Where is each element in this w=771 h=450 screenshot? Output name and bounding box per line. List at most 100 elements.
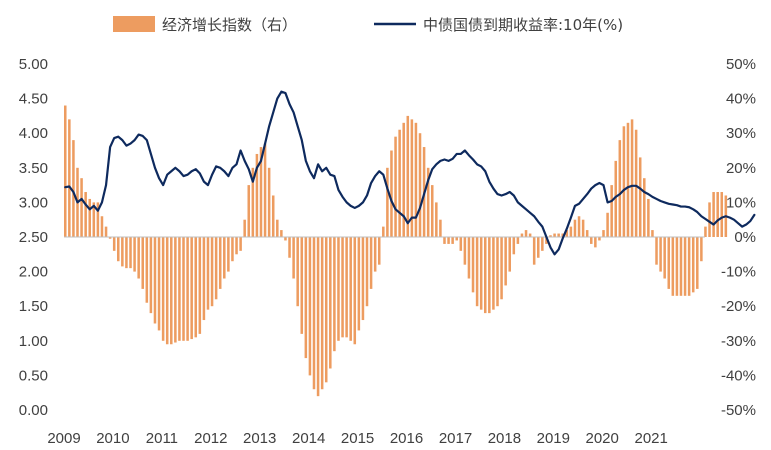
bar [667, 237, 671, 289]
bar [227, 237, 230, 272]
bar [137, 237, 140, 279]
legend-swatch-growth-index [113, 16, 155, 32]
y-axis-left: 0.00 0.50 1.00 1.50 2.00 2.50 3.00 3.50 4.00 4.50… [19, 56, 48, 419]
bar [100, 216, 104, 237]
bar [133, 237, 136, 272]
bar [435, 202, 438, 237]
bar [304, 237, 308, 359]
bar [161, 237, 165, 341]
bar [671, 237, 675, 296]
bar [190, 237, 193, 340]
bar [590, 237, 593, 244]
bar [532, 237, 536, 265]
bar [267, 167, 271, 237]
x-tick-label: 2019 [537, 430, 570, 447]
bar [500, 237, 503, 300]
y-left-tick-label: 2.50 [19, 229, 48, 246]
bar [276, 219, 279, 237]
bar [447, 237, 450, 244]
bar [581, 219, 585, 237]
bar [182, 237, 185, 341]
bar [414, 122, 418, 237]
x-tick-label: 2017 [439, 430, 472, 447]
bar [357, 237, 361, 331]
bar [259, 147, 263, 237]
y-right-tick-label: 20% [726, 160, 756, 177]
x-tick-label: 2020 [586, 430, 619, 447]
x-tick-label: 2018 [488, 430, 521, 447]
bar [622, 126, 626, 237]
bar [300, 237, 304, 334]
x-tick-label: 2009 [47, 430, 80, 447]
x-tick-label: 2010 [96, 430, 129, 447]
bar [292, 237, 295, 279]
bar [288, 237, 291, 258]
bar [426, 167, 430, 237]
bar [598, 237, 601, 241]
bar [296, 237, 299, 307]
y-left-tick-label: 4.00 [19, 125, 48, 142]
bar [406, 115, 410, 237]
bar [708, 202, 711, 237]
bar [594, 237, 597, 248]
bar [210, 237, 214, 307]
y-left-tick-label: 2.00 [19, 264, 48, 281]
bar [541, 237, 544, 251]
bar [369, 237, 373, 289]
bar [382, 226, 385, 237]
bar [104, 226, 108, 237]
bar [353, 237, 357, 345]
bar [475, 237, 479, 307]
bar [716, 192, 719, 237]
bar [700, 237, 703, 262]
bar [585, 230, 589, 237]
bar [569, 226, 573, 237]
line-series-bond-yield [64, 90, 756, 256]
bar [565, 230, 569, 237]
bar [377, 237, 381, 265]
y-left-tick-label: 1.50 [19, 298, 48, 315]
bar [129, 237, 132, 269]
x-tick-label: 2015 [341, 430, 374, 447]
y-left-tick-label: 0.00 [19, 402, 48, 419]
bar [634, 129, 638, 237]
bar [577, 216, 581, 237]
bar [712, 192, 715, 237]
bar [239, 237, 242, 251]
bar [516, 237, 520, 244]
bar [92, 202, 96, 237]
bar [341, 237, 344, 338]
bar [618, 140, 622, 237]
bar [663, 237, 666, 279]
bar [557, 233, 560, 237]
bar [602, 230, 605, 237]
y-right-tick-label: 10% [726, 194, 756, 211]
legend-label-bond-yield: 中债国债到期收益率:10年(%) [423, 16, 623, 34]
bar [520, 233, 524, 237]
bar [626, 122, 630, 237]
bar [549, 235, 552, 237]
bar [223, 237, 226, 279]
bar [235, 237, 238, 255]
bar [333, 237, 336, 352]
bar [561, 233, 564, 237]
series-line [64, 90, 756, 256]
bar [251, 167, 255, 237]
bar-series-growth-index [64, 105, 728, 397]
legend-label-growth-index: 经济增长指数（右） [162, 16, 297, 34]
y-left-tick-label: 4.50 [19, 91, 48, 108]
bar [337, 237, 340, 341]
bar [174, 237, 177, 343]
bar [284, 237, 287, 241]
bar [720, 192, 724, 237]
bar [68, 119, 71, 237]
bar [683, 237, 687, 296]
bar [455, 237, 458, 241]
bar [496, 237, 499, 307]
bar [121, 237, 124, 267]
bar [691, 237, 695, 293]
bar [141, 237, 144, 289]
x-tick-label: 2011 [146, 430, 178, 447]
bar [72, 140, 75, 237]
